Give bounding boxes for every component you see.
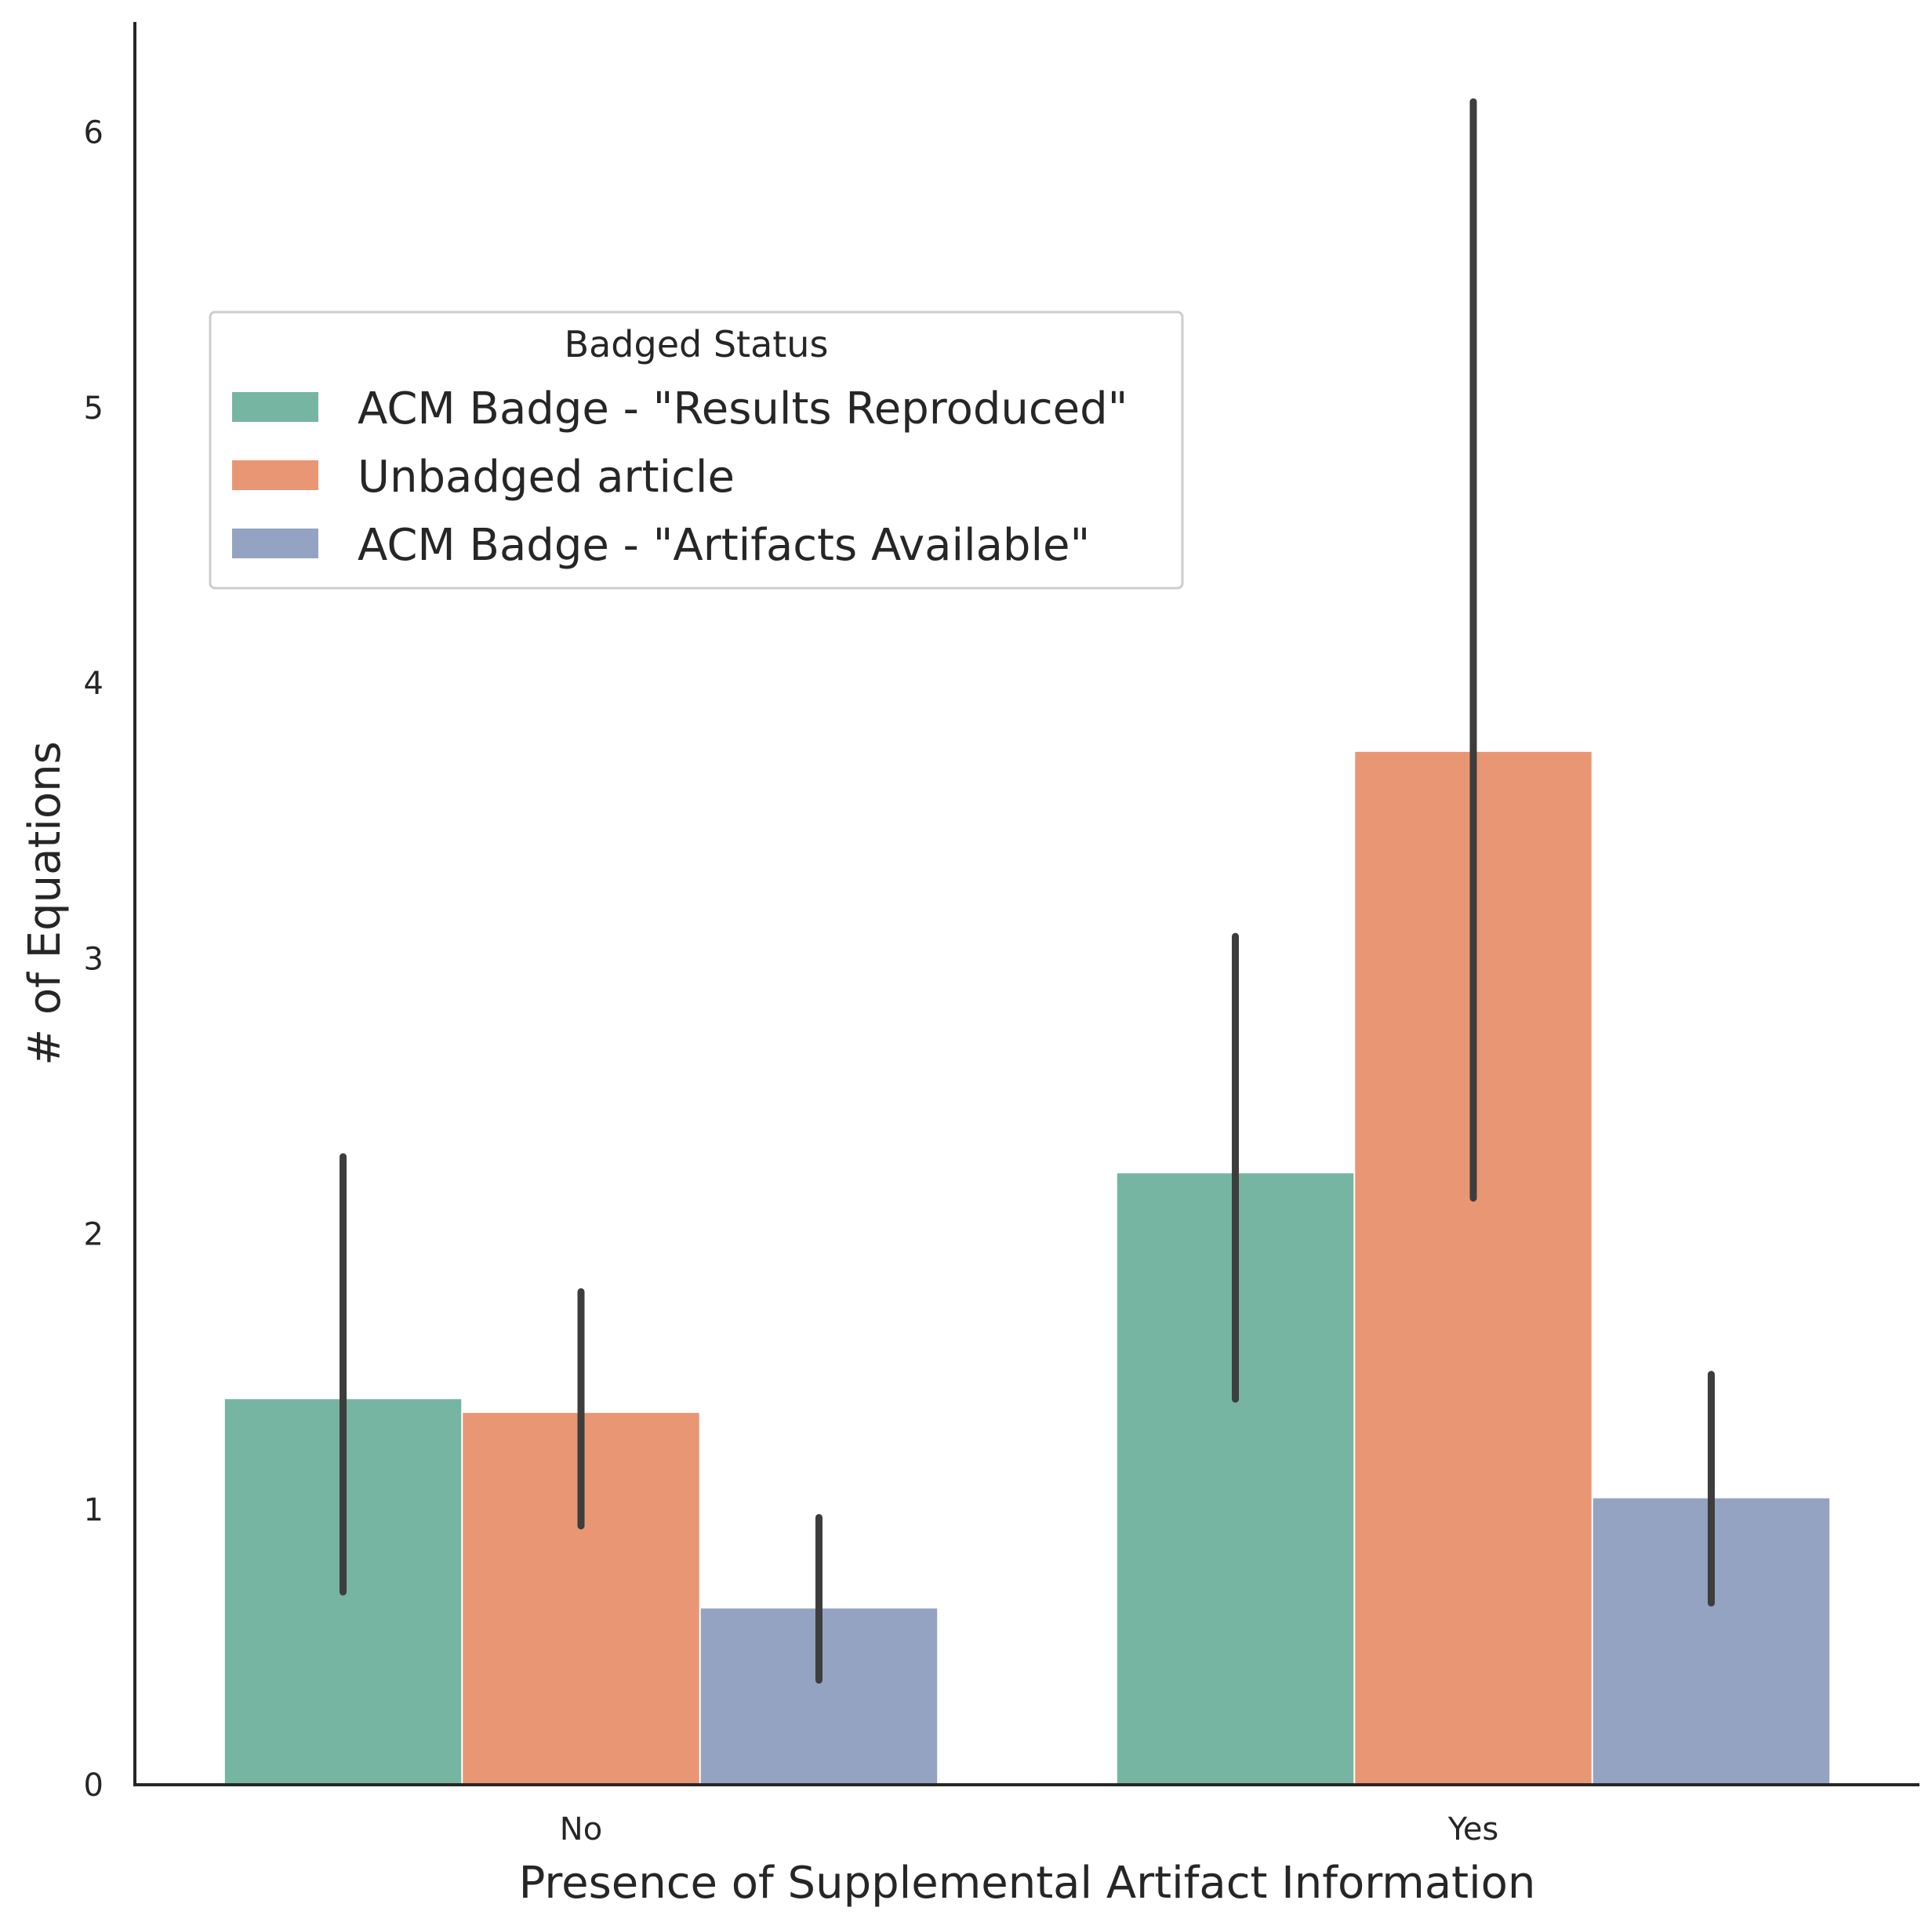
y-tick-label: 0	[84, 1768, 104, 1804]
y-tick-label: 1	[84, 1492, 104, 1528]
x-tick-labels: No Yes	[560, 1811, 1498, 1848]
legend-label: Unbadged article	[358, 452, 735, 503]
x-tick-label: Yes	[1447, 1811, 1499, 1848]
bars-layer	[224, 751, 1830, 1785]
legend-items: ACM Badge - "Results Reproduced" Unbadged…	[232, 383, 1128, 571]
legend-label: ACM Badge - "Results Reproduced"	[358, 383, 1128, 434]
x-tick-label: No	[560, 1811, 602, 1848]
error-bars-layer	[340, 98, 1715, 1684]
legend-swatch	[232, 392, 318, 422]
x-axis-label: Presence of Supplemental Artifact Inform…	[519, 1858, 1536, 1909]
y-tick-label: 5	[84, 391, 104, 427]
legend-swatch	[232, 529, 318, 558]
legend-box	[209, 311, 1184, 590]
legend: Badged Status ACM Badge - "Results Repro…	[209, 311, 1184, 590]
y-tick-labels: 0 1 2 3 4 5 6	[84, 115, 104, 1804]
axes-layer	[133, 22, 1919, 1786]
legend-title: Badged Status	[565, 323, 829, 365]
y-axis-label: # of Equations	[20, 741, 71, 1066]
legend-label: ACM Badge - "Artifacts Available"	[358, 520, 1090, 571]
y-tick-label: 3	[84, 941, 104, 977]
y-tick-label: 6	[84, 115, 104, 151]
legend-swatch	[232, 460, 318, 490]
y-tick-label: 2	[84, 1217, 104, 1253]
y-tick-label: 4	[84, 666, 104, 702]
